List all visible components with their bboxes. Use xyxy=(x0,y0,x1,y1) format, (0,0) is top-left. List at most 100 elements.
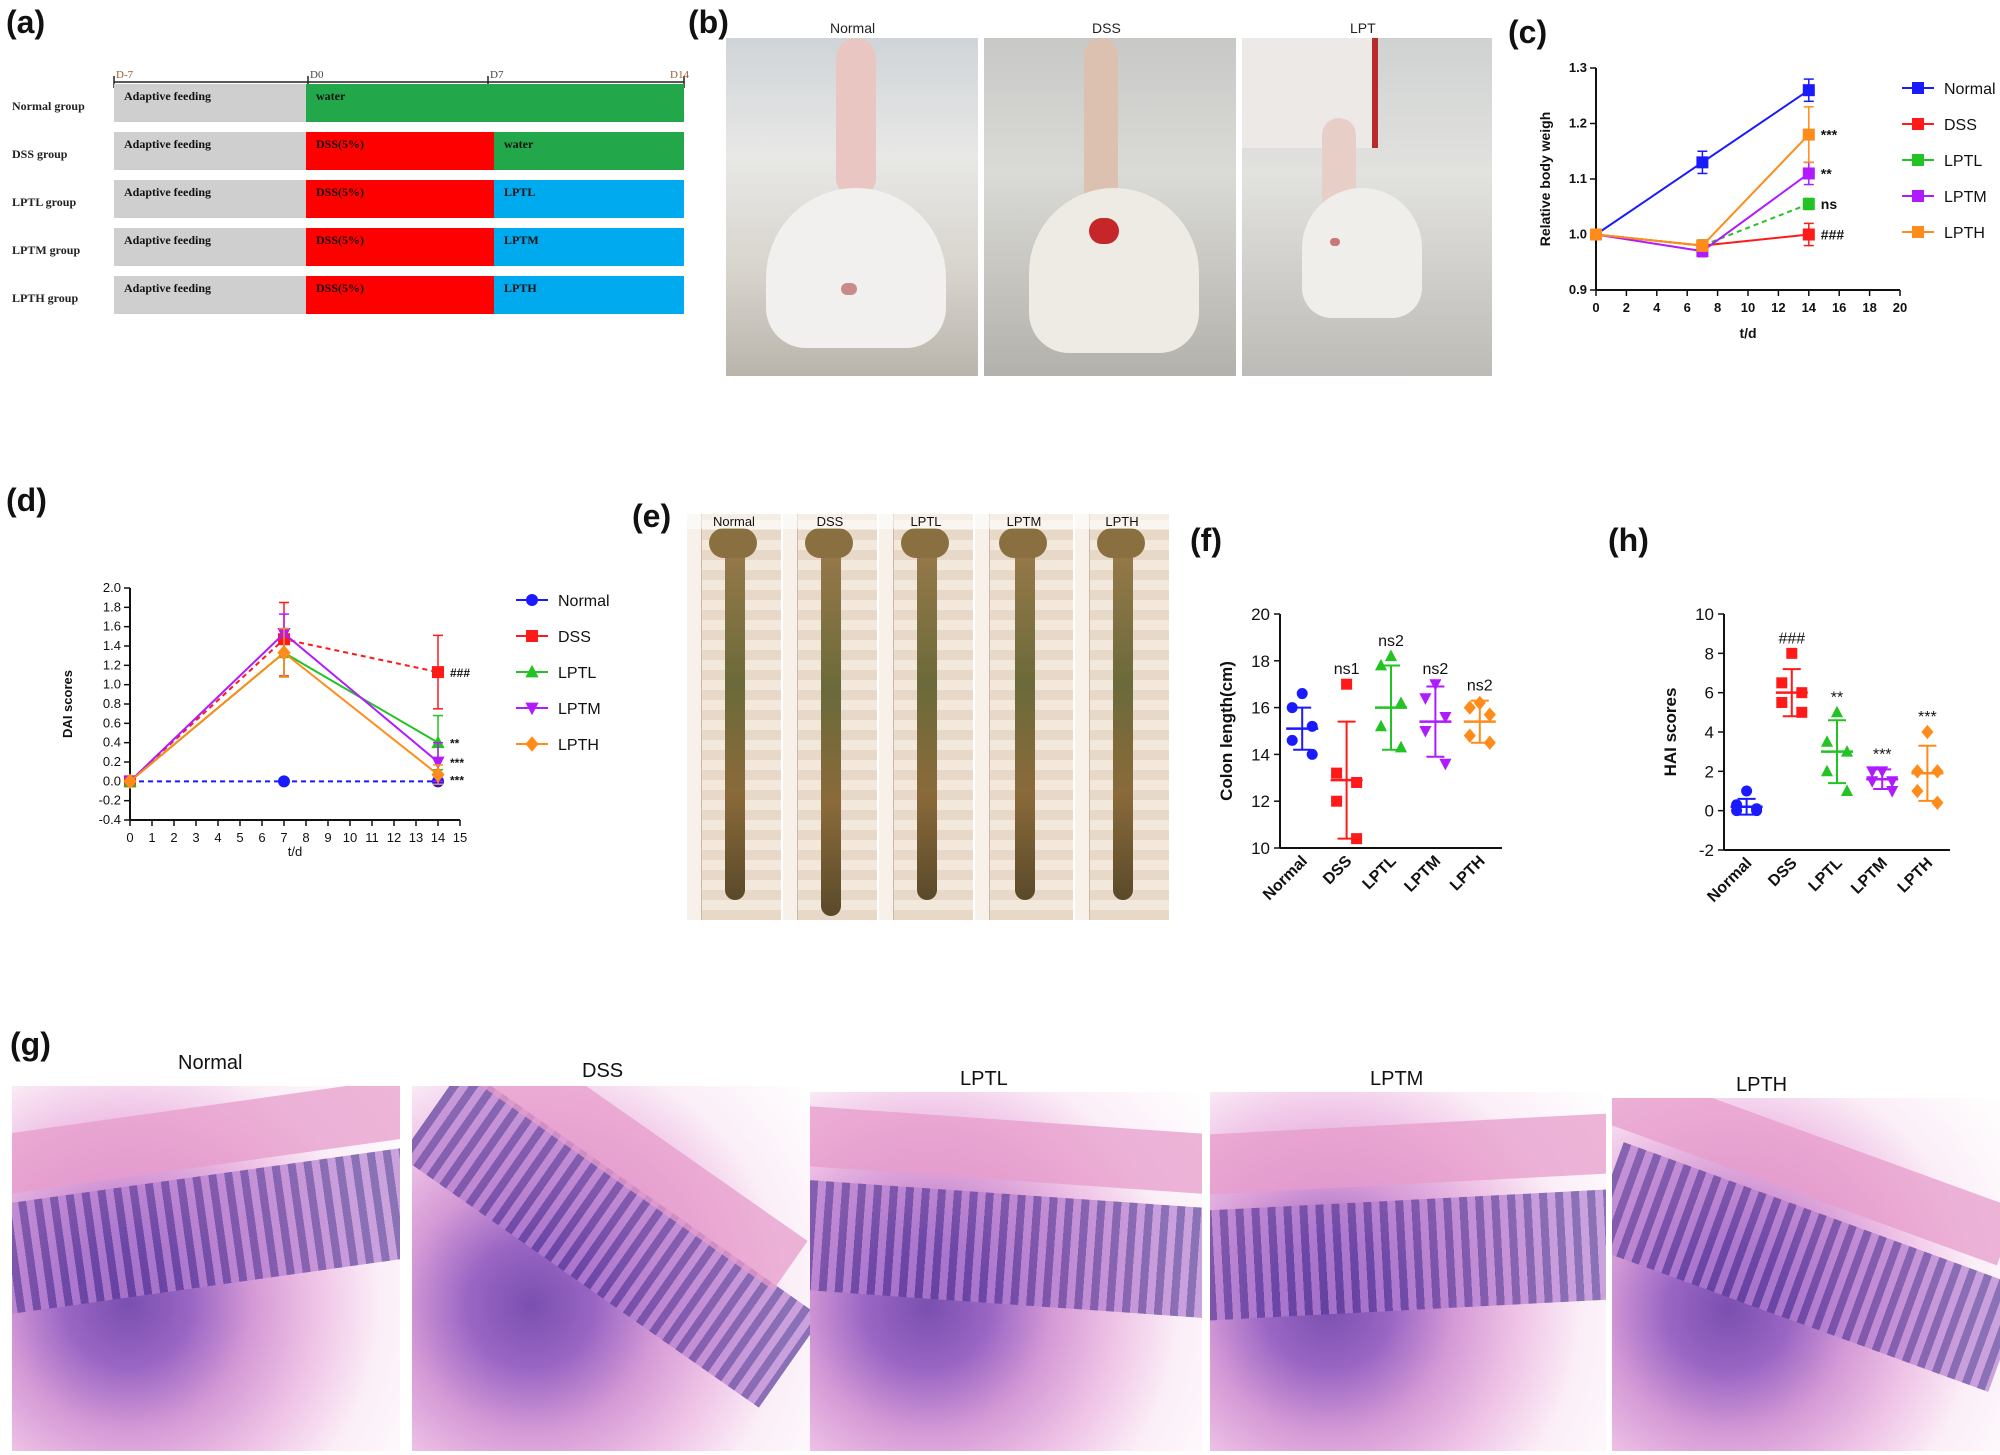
timeline-segment-label: water xyxy=(316,89,346,103)
colon-tissue xyxy=(917,540,937,900)
group-dss: ns1 xyxy=(1330,661,1363,845)
y-axis-label: HAI scores xyxy=(1661,688,1680,777)
x-tick-label: 10 xyxy=(343,830,357,845)
y-tick-label: 6 xyxy=(1705,684,1714,703)
x-tick-label: DSS xyxy=(1320,853,1356,889)
significance-label: *** xyxy=(450,773,464,787)
x-tick-label: 12 xyxy=(387,830,401,845)
significance-label: *** xyxy=(450,756,464,770)
data-point xyxy=(1286,702,1298,714)
ruler xyxy=(879,514,894,920)
x-tick-label: DSS xyxy=(1765,855,1801,891)
data-point xyxy=(1911,764,1924,779)
histo-label-normal: Normal xyxy=(178,1052,243,1074)
timeline-segment xyxy=(494,180,684,218)
x-tick-label: 4 xyxy=(1653,300,1661,315)
y-tick-label: 1.2 xyxy=(103,657,121,672)
ruler xyxy=(783,514,798,920)
histology-image xyxy=(412,1086,810,1451)
timeline-day-label: D-7 xyxy=(116,69,134,81)
colon-photo: Normal xyxy=(686,514,781,920)
timeline-segment xyxy=(306,180,494,218)
y-tick-label: 18 xyxy=(1251,652,1270,671)
data-point xyxy=(1911,783,1924,799)
x-tick-label: LPTH xyxy=(1447,853,1489,895)
y-tick-label: -0.2 xyxy=(99,793,121,808)
data-point xyxy=(1820,735,1834,747)
timeline-segment xyxy=(114,132,306,170)
colon-photo: DSS xyxy=(782,514,877,920)
data-point xyxy=(1374,719,1388,732)
timeline-segment xyxy=(114,276,306,314)
y-tick-label: 0.6 xyxy=(103,715,121,730)
x-tick-label: 0 xyxy=(126,830,133,845)
colon-tissue xyxy=(1113,540,1133,900)
photo-normal-rat xyxy=(726,38,978,376)
x-tick-label: 0 xyxy=(1592,300,1599,315)
photo-label-normal: Normal xyxy=(830,20,876,36)
data-point xyxy=(1931,795,1944,810)
timeline-segment-label: LPTM xyxy=(504,233,539,247)
data-point xyxy=(431,735,445,749)
x-tick-label: 13 xyxy=(409,830,423,845)
x-tick-label: 15 xyxy=(453,830,467,845)
x-tick-label: 20 xyxy=(1893,300,1907,315)
significance-label: *** xyxy=(1821,127,1838,143)
colon-photos: Normal DSS LPTL LPTM LPTH xyxy=(686,514,1170,920)
x-tick-label: 6 xyxy=(258,830,265,845)
timeline-group-name: LPTM group xyxy=(12,243,80,257)
y-tick-label: -0.4 xyxy=(99,812,121,827)
x-tick-label: 16 xyxy=(1832,300,1846,315)
colon-tissue xyxy=(1015,540,1035,900)
cecum xyxy=(1097,528,1145,558)
data-point xyxy=(1840,745,1854,757)
significance-label: ns1 xyxy=(1334,661,1360,678)
timeline-day-label: D7 xyxy=(490,69,504,81)
y-tick-label: 4 xyxy=(1705,723,1714,742)
timeline-segment-label: DSS(5%) xyxy=(316,137,364,151)
x-tick-label: 14 xyxy=(1802,300,1817,315)
x-tick-label: 18 xyxy=(1862,300,1876,315)
y-tick-label: 0.8 xyxy=(103,696,121,711)
y-tick-label: -2 xyxy=(1699,841,1714,860)
y-tick-label: 0.9 xyxy=(1569,282,1587,297)
photo-label-dss: DSS xyxy=(1092,20,1121,36)
legend-label: LPTL xyxy=(1944,153,1982,170)
colon-photo-label: LPTM xyxy=(975,514,1073,529)
timeline-segment-label: DSS(5%) xyxy=(316,233,364,247)
histology-image xyxy=(1210,1092,1606,1451)
y-tick-label: 1.0 xyxy=(103,677,121,692)
group-lptm: *** xyxy=(1866,746,1899,798)
significance-label: *** xyxy=(1918,709,1937,726)
group-normal xyxy=(1286,688,1319,760)
photo-label-lpt: LPT xyxy=(1350,20,1376,36)
significance-label: ns xyxy=(1821,196,1838,212)
significance-label: ns2 xyxy=(1467,678,1493,695)
y-tick-label: 16 xyxy=(1251,699,1270,718)
legend-label: LPTH xyxy=(558,737,599,754)
body-weight-chart: 0.9 1.0 1.1 1.2 1.3 0 2 4 6 8 10 12 14 16 18 20 t/d Relat… xyxy=(1537,60,1996,341)
data-point xyxy=(1866,766,1879,778)
x-tick-label: 10 xyxy=(1741,300,1755,315)
colon-photo-label: Normal xyxy=(687,514,781,529)
timeline-group-name: DSS group xyxy=(12,147,68,161)
colon-photo: LPTL xyxy=(878,514,973,920)
x-tick-label: 4 xyxy=(214,830,221,845)
timeline-segment xyxy=(306,132,494,170)
legend-label: Normal xyxy=(1944,81,1996,98)
data-point xyxy=(1802,197,1815,210)
colon-tissue xyxy=(725,540,745,900)
group-lptl: ** xyxy=(1820,689,1854,796)
data-point xyxy=(1341,678,1353,690)
data-point xyxy=(1921,724,1934,740)
panel-letter-d: (d) xyxy=(6,482,47,518)
series-lpth xyxy=(1590,106,1815,252)
data-point xyxy=(1463,700,1476,715)
x-tick-label: Normal xyxy=(1260,853,1311,904)
data-point xyxy=(1776,677,1788,689)
legend-marker xyxy=(1912,226,1924,238)
x-tick-label: Normal xyxy=(1704,855,1755,906)
legend-marker xyxy=(1912,154,1924,166)
significance-label: *** xyxy=(1873,746,1892,763)
panel-letter-h: (h) xyxy=(1608,522,1649,558)
